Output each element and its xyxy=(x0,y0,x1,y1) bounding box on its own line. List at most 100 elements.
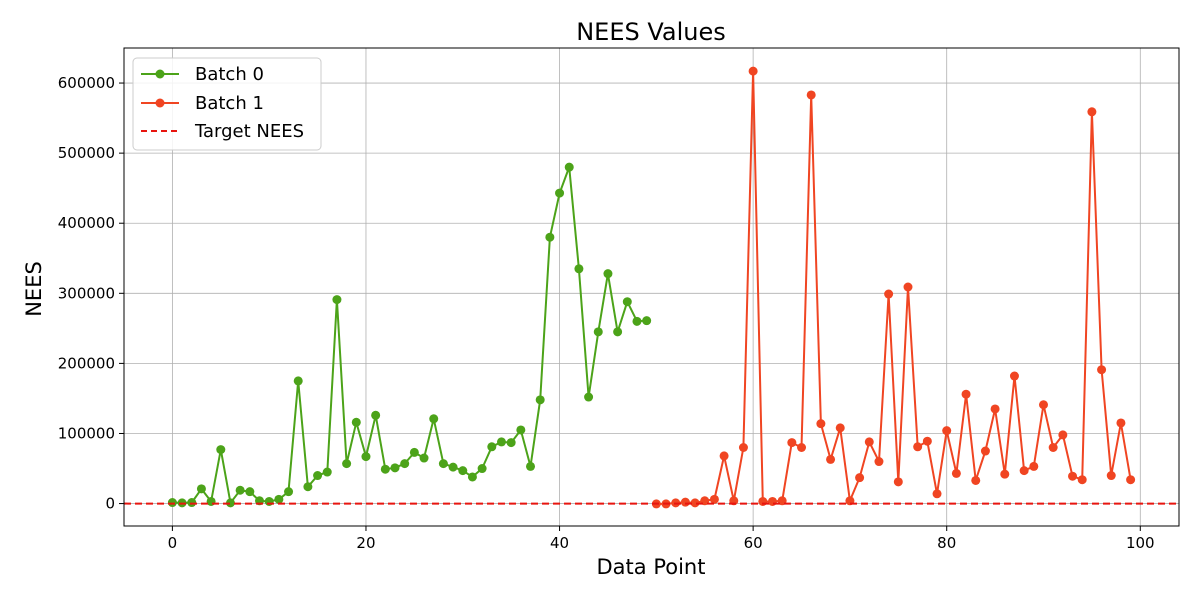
data-point-series-1 xyxy=(719,451,729,461)
data-point-series-0 xyxy=(516,425,526,435)
data-point-series-1 xyxy=(874,457,884,467)
data-point-series-1 xyxy=(767,496,777,506)
data-point-series-1 xyxy=(826,454,836,464)
data-point-series-0 xyxy=(351,417,361,427)
y-tick-label: 100000 xyxy=(58,424,115,442)
data-point-series-0 xyxy=(235,485,245,495)
data-point-series-0 xyxy=(564,162,574,172)
chart-title: NEES Values xyxy=(576,18,726,46)
y-tick-label: 400000 xyxy=(58,214,115,232)
data-point-series-0 xyxy=(632,316,642,326)
data-point-series-1 xyxy=(738,443,748,453)
data-point-series-0 xyxy=(313,471,323,481)
data-point-series-1 xyxy=(1009,371,1019,381)
data-point-series-1 xyxy=(980,446,990,456)
legend-label-batch-1: Batch 1 xyxy=(195,93,264,114)
data-point-series-0 xyxy=(380,464,390,474)
data-point-series-0 xyxy=(419,453,429,463)
data-point-series-0 xyxy=(545,232,555,242)
data-point-series-1 xyxy=(922,436,932,446)
data-point-series-1 xyxy=(855,473,865,483)
data-point-series-1 xyxy=(1019,466,1029,476)
data-point-series-1 xyxy=(951,468,961,478)
data-point-series-0 xyxy=(622,297,632,307)
data-point-series-1 xyxy=(990,404,1000,414)
data-point-series-1 xyxy=(893,477,903,487)
data-point-series-0 xyxy=(303,482,313,492)
data-point-series-1 xyxy=(1058,430,1068,440)
data-point-series-1 xyxy=(942,426,952,436)
legend-marker-batch-1 xyxy=(155,98,165,108)
data-point-series-0 xyxy=(264,496,274,506)
data-point-series-0 xyxy=(642,316,652,326)
data-point-series-0 xyxy=(613,327,623,337)
x-tick-label: 20 xyxy=(356,534,375,552)
data-point-series-1 xyxy=(709,494,719,504)
data-point-series-0 xyxy=(216,445,226,455)
data-point-series-0 xyxy=(196,484,206,494)
data-point-series-1 xyxy=(1068,471,1078,481)
data-point-series-1 xyxy=(864,437,874,447)
data-point-series-0 xyxy=(409,447,419,457)
data-point-series-0 xyxy=(284,487,294,497)
x-tick-label: 40 xyxy=(550,534,569,552)
data-point-series-0 xyxy=(167,498,177,508)
data-point-series-0 xyxy=(438,459,448,469)
data-point-series-1 xyxy=(961,389,971,399)
data-point-series-0 xyxy=(526,461,536,471)
data-point-series-1 xyxy=(1000,469,1010,479)
data-point-series-0 xyxy=(400,459,410,469)
legend-label-batch-0: Batch 0 xyxy=(195,64,264,85)
x-tick-label: 80 xyxy=(937,534,956,552)
y-tick-label: 200000 xyxy=(58,354,115,372)
data-point-series-1 xyxy=(1097,365,1107,375)
y-tick-label: 600000 xyxy=(58,74,115,92)
ticks: 0 20 40 60 80 100 0 100000 200000 300000 400000 500… xyxy=(58,74,1155,552)
data-point-series-0 xyxy=(390,463,400,473)
y-axis-title: NEES xyxy=(22,261,46,317)
data-point-series-0 xyxy=(555,188,565,198)
data-point-series-1 xyxy=(884,289,894,299)
y-tick-label: 500000 xyxy=(58,144,115,162)
data-point-series-0 xyxy=(535,395,545,405)
data-point-series-0 xyxy=(371,410,381,420)
data-point-series-1 xyxy=(797,443,807,453)
data-point-series-1 xyxy=(680,497,690,507)
data-point-series-1 xyxy=(1087,107,1097,117)
data-point-series-0 xyxy=(293,376,303,386)
data-point-series-0 xyxy=(506,438,516,448)
data-point-series-1 xyxy=(1126,475,1136,485)
data-point-series-1 xyxy=(835,423,845,433)
data-point-series-0 xyxy=(206,496,216,506)
data-point-series-1 xyxy=(806,90,816,100)
data-point-series-0 xyxy=(245,487,255,497)
data-point-series-1 xyxy=(913,442,923,452)
series-line-1 xyxy=(656,70,1132,505)
legend-marker-batch-0 xyxy=(155,69,165,79)
y-tick-label: 0 xyxy=(105,495,115,513)
data-point-series-0 xyxy=(603,269,613,279)
plot-frame xyxy=(123,47,1180,527)
data-point-series-0 xyxy=(332,295,342,305)
data-point-series-1 xyxy=(971,475,981,485)
data-point-series-1 xyxy=(816,419,826,429)
data-point-series-0 xyxy=(593,327,603,337)
grid xyxy=(124,48,1179,526)
data-point-series-1 xyxy=(1116,418,1126,428)
data-point-series-1 xyxy=(1048,443,1058,453)
data-point-series-0 xyxy=(487,442,497,452)
series-layer xyxy=(124,66,1179,509)
data-point-series-1 xyxy=(787,438,797,448)
data-point-series-1 xyxy=(903,282,913,292)
x-tick-label: 60 xyxy=(744,534,763,552)
data-point-series-0 xyxy=(322,467,332,477)
data-point-series-0 xyxy=(225,498,235,508)
x-axis-title: Data Point xyxy=(597,555,706,579)
data-point-series-1 xyxy=(748,66,758,76)
x-tick-label: 0 xyxy=(168,534,178,552)
legend-label-target-nees: Target NEES xyxy=(194,121,304,142)
data-point-series-1 xyxy=(1106,471,1116,481)
data-point-series-1 xyxy=(758,496,768,506)
data-point-series-0 xyxy=(458,466,468,476)
